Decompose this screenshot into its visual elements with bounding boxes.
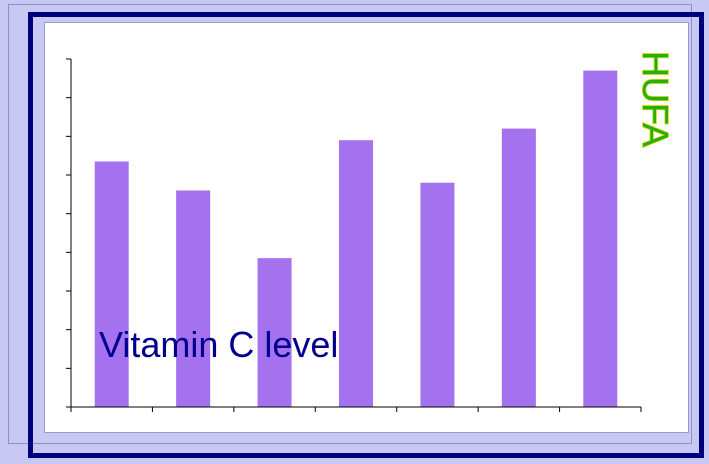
bar-2 xyxy=(176,190,211,407)
chart-annotation: Vitamin C level xyxy=(99,324,338,365)
outer-frame xyxy=(8,4,692,444)
bar-4 xyxy=(339,140,373,407)
bars-group xyxy=(94,70,618,407)
vertical-label: HUFA xyxy=(635,51,676,147)
bar-1 xyxy=(94,161,129,407)
bar-6 xyxy=(501,128,536,407)
axes-group xyxy=(66,58,642,412)
chart-canvas: Vitamin C level HUFA xyxy=(44,22,689,433)
bar-3 xyxy=(257,258,292,407)
bar-7 xyxy=(583,70,618,407)
bar-chart: Vitamin C level HUFA xyxy=(66,50,677,412)
inner-frame xyxy=(28,12,704,458)
bar-5 xyxy=(420,182,455,407)
